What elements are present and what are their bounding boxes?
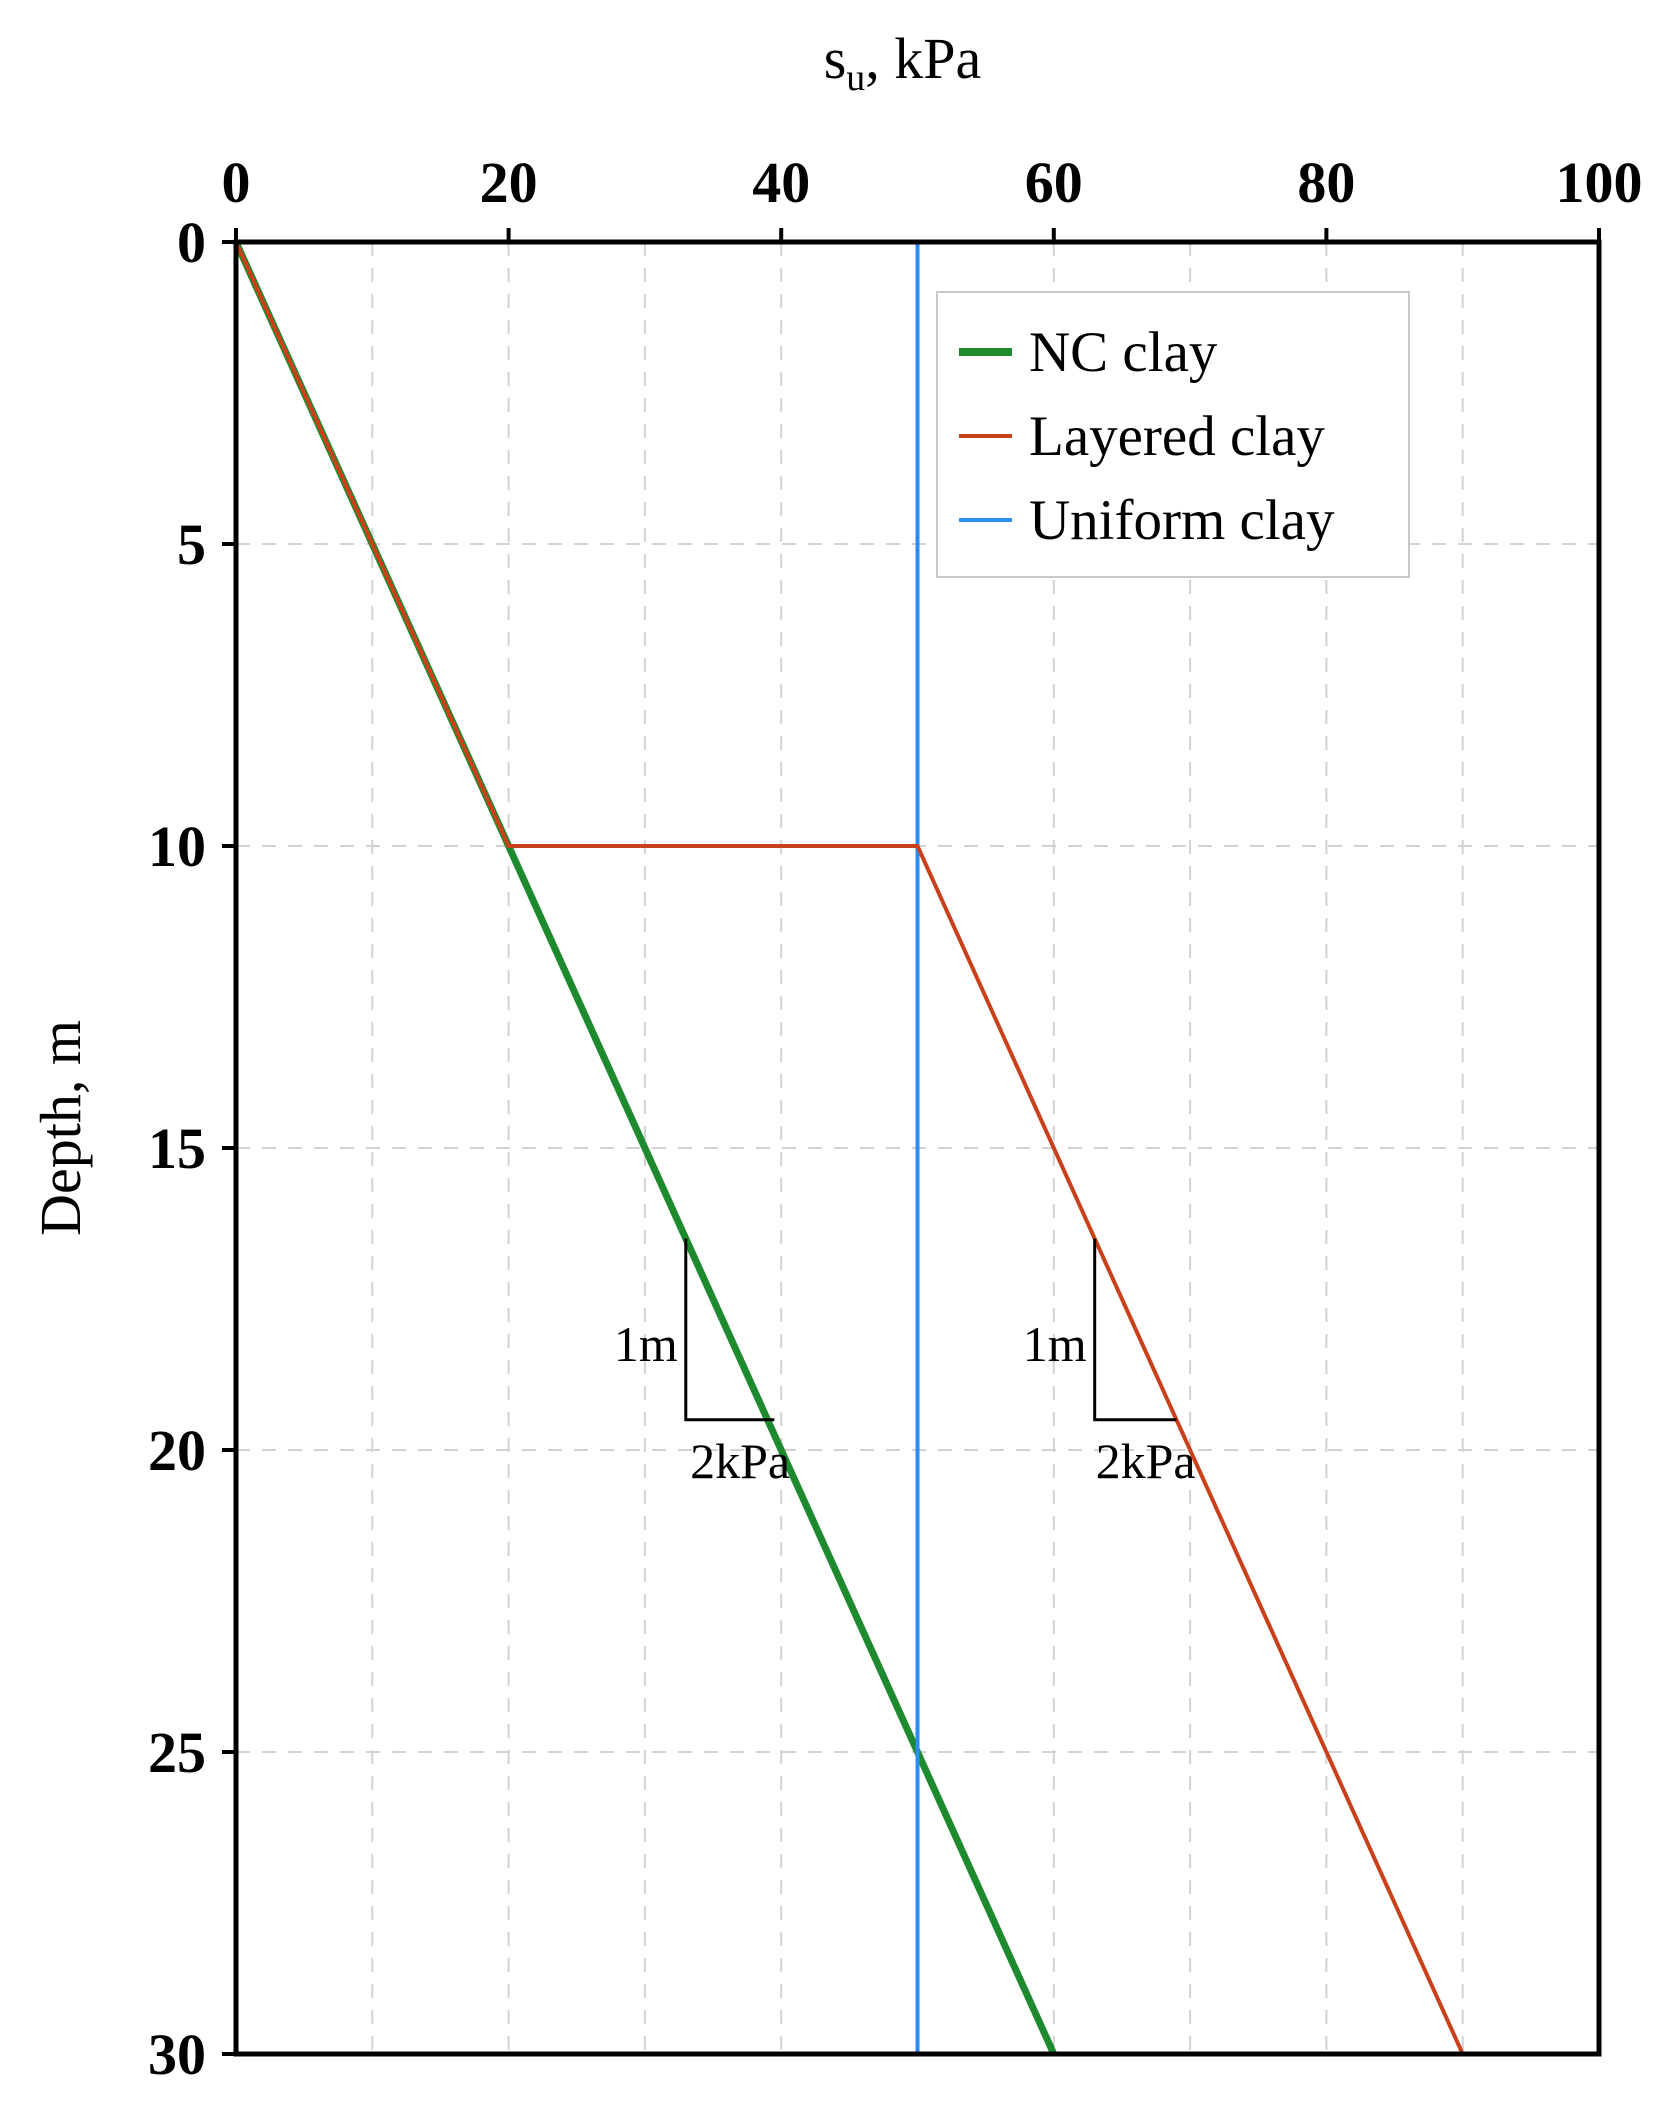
y-tick-label: 10 — [148, 814, 206, 879]
legend-label-nc-clay: NC clay — [1029, 321, 1218, 384]
x-tick-label: 100 — [1556, 150, 1643, 215]
x-tick-label: 0 — [222, 150, 251, 215]
x-axis-title-main: s — [824, 26, 847, 91]
y-tick-label: 5 — [177, 512, 206, 577]
slope-vertical-label: 1m — [614, 1316, 678, 1372]
ticks-layer — [222, 228, 1601, 2056]
x-tick-label: 60 — [1025, 150, 1083, 215]
y-tick-label: 20 — [148, 1418, 206, 1483]
y-tick-label: 0 — [177, 210, 206, 275]
x-axis-title-subscript: u — [846, 57, 865, 99]
slope-triangle — [684, 1238, 775, 1422]
tick-labels-layer: 0 20 40 60 80 100 0 5 10 15 20 25 30 — [148, 150, 1643, 2087]
y-axis-title: Depth, m — [28, 1020, 93, 1236]
legend-label-layered-clay: Layered clay — [1029, 405, 1325, 468]
annotations-layer: 1m 2kPa 1m 2kPa — [614, 1238, 1196, 1489]
legend-label-uniform-clay: Uniform clay — [1029, 489, 1335, 552]
legend: NC clay Layered clay Uniform clay — [936, 291, 1410, 578]
slope-triangle — [1093, 1238, 1177, 1422]
y-tick-label: 25 — [148, 1720, 206, 1785]
x-tick-label: 80 — [1297, 150, 1355, 215]
y-tick-label: 30 — [148, 2022, 206, 2087]
series-line-layered-clay — [234, 241, 1465, 2055]
slope-horizontal-label: 2kPa — [1096, 1433, 1196, 1489]
x-tick-label: 20 — [480, 150, 538, 215]
y-tick-label: 15 — [148, 1116, 206, 1181]
series-layer — [232, 240, 1465, 2056]
slope-vertical-label: 1m — [1023, 1316, 1087, 1372]
x-axis-title-rest: , kPa — [865, 26, 981, 91]
x-axis-title: su, kPa — [824, 26, 982, 99]
legend-box — [936, 291, 1410, 578]
x-tick-label: 40 — [752, 150, 810, 215]
slope-horizontal-label: 2kPa — [690, 1433, 790, 1489]
